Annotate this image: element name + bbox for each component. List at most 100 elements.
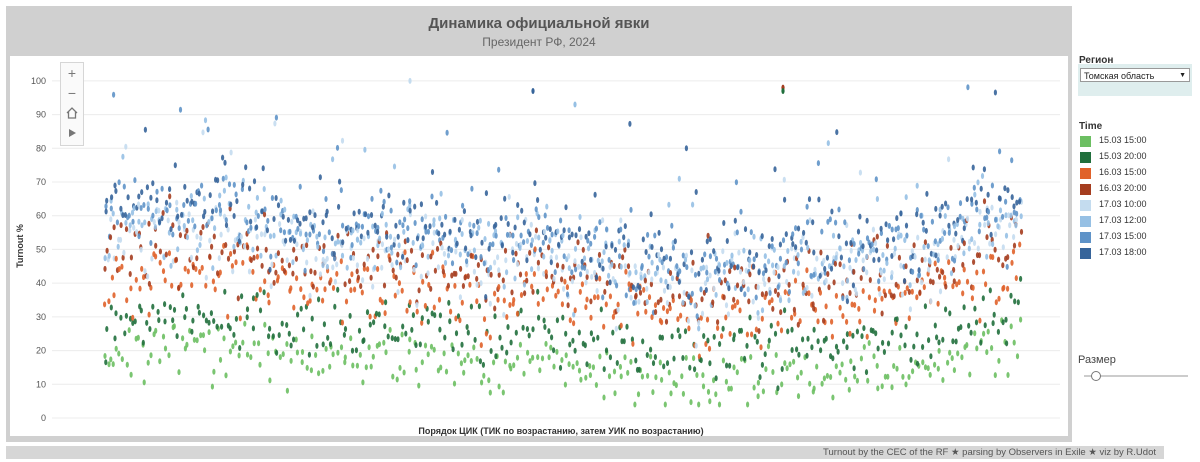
- data-point[interactable]: [417, 382, 421, 389]
- data-point[interactable]: [323, 234, 327, 241]
- data-point[interactable]: [107, 252, 111, 259]
- data-point[interactable]: [712, 248, 716, 255]
- data-point[interactable]: [961, 290, 965, 297]
- data-point[interactable]: [181, 335, 185, 342]
- data-point[interactable]: [206, 126, 210, 133]
- data-point[interactable]: [826, 140, 830, 147]
- data-point[interactable]: [901, 373, 905, 380]
- data-point[interactable]: [458, 251, 462, 258]
- data-point[interactable]: [303, 267, 307, 274]
- data-point[interactable]: [524, 271, 528, 277]
- data-point[interactable]: [983, 322, 987, 329]
- data-point[interactable]: [936, 252, 940, 259]
- data-point[interactable]: [550, 334, 554, 341]
- data-point[interactable]: [116, 243, 120, 250]
- data-point[interactable]: [478, 217, 482, 224]
- data-point[interactable]: [339, 344, 344, 351]
- data-point[interactable]: [147, 311, 151, 318]
- data-point[interactable]: [161, 268, 166, 275]
- data-point[interactable]: [716, 319, 720, 326]
- data-point[interactable]: [892, 236, 896, 243]
- data-point[interactable]: [432, 229, 436, 236]
- data-point[interactable]: [249, 224, 253, 231]
- data-point[interactable]: [555, 348, 559, 355]
- data-point[interactable]: [292, 213, 296, 220]
- data-point[interactable]: [614, 325, 618, 332]
- data-point[interactable]: [865, 333, 869, 340]
- data-point[interactable]: [993, 246, 997, 253]
- data-point[interactable]: [152, 219, 156, 225]
- data-point[interactable]: [694, 342, 698, 349]
- data-point[interactable]: [308, 292, 312, 299]
- data-point[interactable]: [677, 175, 681, 182]
- data-point[interactable]: [778, 255, 783, 262]
- data-point[interactable]: [664, 278, 668, 285]
- data-point[interactable]: [619, 263, 623, 270]
- data-point[interactable]: [232, 248, 236, 255]
- data-point[interactable]: [727, 385, 731, 392]
- data-point[interactable]: [893, 245, 897, 252]
- data-point[interactable]: [812, 326, 816, 333]
- data-point[interactable]: [121, 212, 125, 219]
- data-point[interactable]: [172, 323, 176, 330]
- data-point[interactable]: [426, 351, 430, 358]
- data-point[interactable]: [550, 231, 554, 238]
- data-point[interactable]: [548, 237, 552, 244]
- data-point[interactable]: [505, 349, 509, 356]
- data-point[interactable]: [538, 367, 542, 374]
- data-point[interactable]: [617, 238, 621, 245]
- data-point[interactable]: [453, 282, 457, 289]
- data-point[interactable]: [465, 258, 469, 265]
- data-point[interactable]: [145, 319, 149, 326]
- data-point[interactable]: [401, 323, 405, 330]
- data-point[interactable]: [890, 384, 894, 391]
- data-point[interactable]: [396, 233, 400, 240]
- data-point[interactable]: [829, 374, 833, 380]
- data-point[interactable]: [112, 91, 116, 98]
- data-point[interactable]: [977, 252, 982, 259]
- data-point[interactable]: [522, 370, 526, 377]
- data-point[interactable]: [247, 268, 252, 275]
- data-point[interactable]: [1008, 222, 1012, 229]
- data-point[interactable]: [760, 233, 764, 240]
- data-point[interactable]: [268, 233, 273, 240]
- data-point[interactable]: [219, 231, 223, 238]
- data-point[interactable]: [885, 260, 889, 267]
- data-point[interactable]: [930, 218, 935, 225]
- data-point[interactable]: [580, 281, 585, 288]
- data-point[interactable]: [877, 285, 881, 292]
- data-point[interactable]: [198, 269, 202, 275]
- data-point[interactable]: [444, 213, 448, 220]
- data-point[interactable]: [670, 333, 674, 340]
- data-point[interactable]: [124, 143, 128, 150]
- data-point[interactable]: [962, 266, 966, 273]
- data-point[interactable]: [276, 250, 280, 257]
- data-point[interactable]: [541, 239, 545, 246]
- data-point[interactable]: [218, 192, 222, 199]
- data-point[interactable]: [742, 247, 746, 254]
- data-point[interactable]: [419, 273, 423, 280]
- data-point[interactable]: [155, 188, 159, 195]
- data-point[interactable]: [570, 231, 574, 238]
- data-point[interactable]: [348, 278, 352, 285]
- data-point[interactable]: [835, 129, 839, 136]
- data-point[interactable]: [845, 277, 850, 284]
- data-point[interactable]: [796, 260, 800, 267]
- data-point[interactable]: [489, 271, 493, 278]
- data-point[interactable]: [640, 373, 645, 380]
- data-point[interactable]: [231, 343, 235, 350]
- data-point[interactable]: [780, 366, 784, 372]
- data-point[interactable]: [185, 197, 189, 204]
- data-point[interactable]: [705, 316, 710, 323]
- data-point[interactable]: [567, 361, 571, 368]
- data-point[interactable]: [957, 279, 961, 286]
- data-point[interactable]: [910, 248, 914, 255]
- data-point[interactable]: [818, 289, 823, 296]
- data-point[interactable]: [277, 332, 281, 339]
- data-point[interactable]: [865, 253, 869, 260]
- data-point[interactable]: [817, 196, 821, 203]
- data-point[interactable]: [224, 174, 228, 181]
- data-point[interactable]: [945, 254, 949, 261]
- data-point[interactable]: [767, 299, 772, 306]
- data-point[interactable]: [577, 226, 582, 233]
